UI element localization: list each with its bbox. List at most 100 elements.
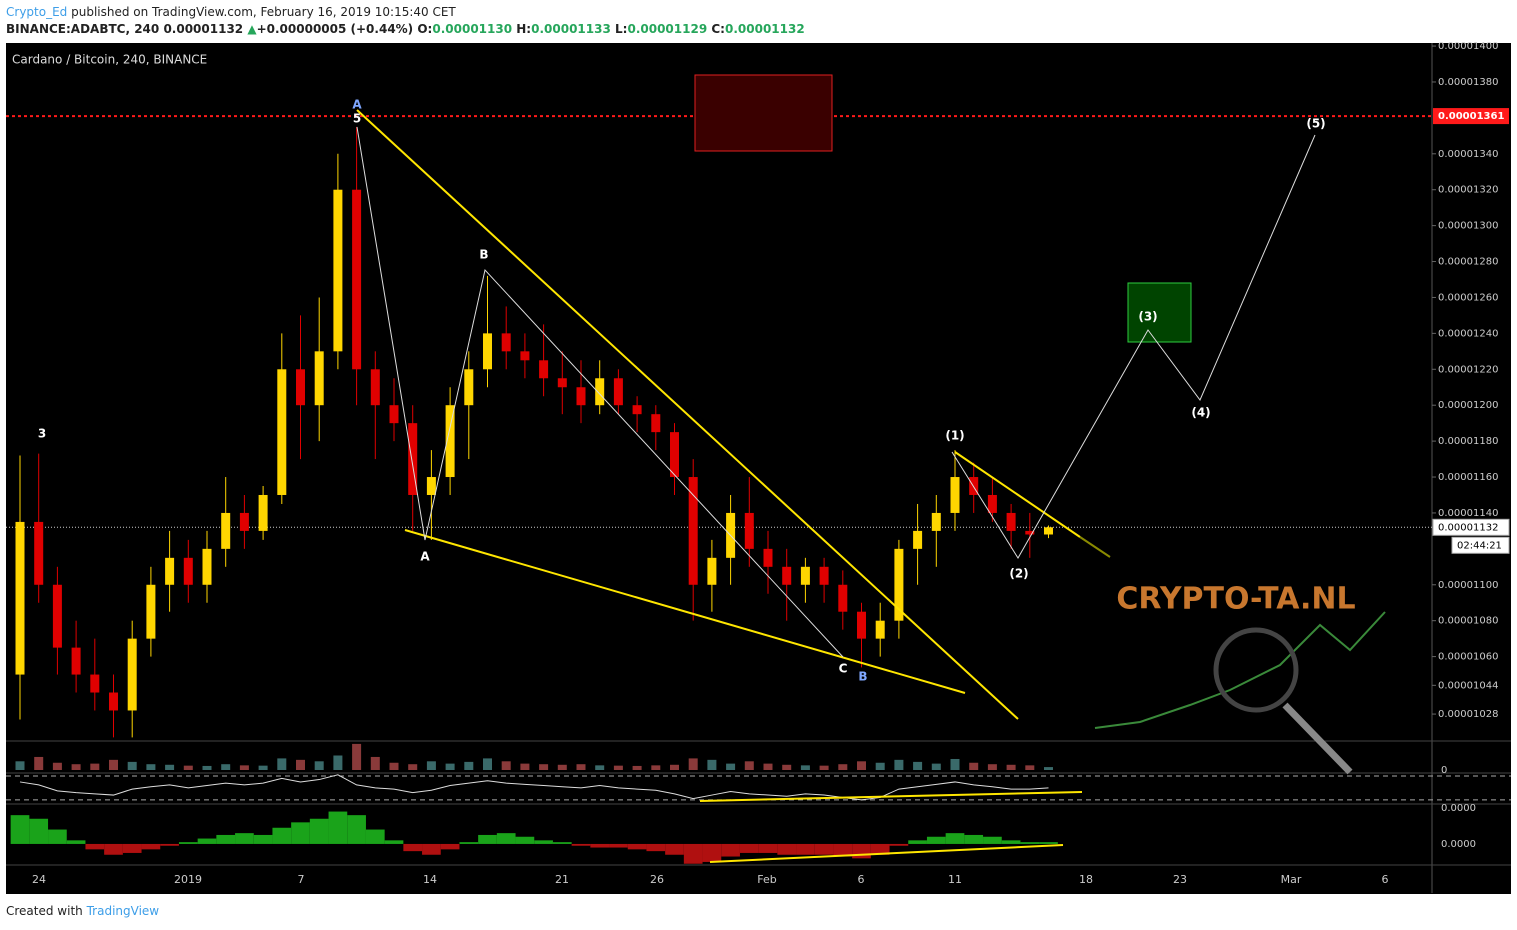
volume-bar xyxy=(90,763,100,770)
footer: Created with TradingView xyxy=(6,904,159,918)
x-tick-label: 24 xyxy=(32,873,46,886)
candle-body xyxy=(782,566,792,585)
trendline xyxy=(356,109,1019,720)
brand[interactable]: TradingView xyxy=(86,904,160,918)
candle-body xyxy=(277,369,287,495)
macd-bar xyxy=(122,843,142,853)
macd-bar xyxy=(1039,842,1058,844)
candle-body xyxy=(894,548,904,621)
macd-bar xyxy=(197,838,217,844)
macd-bar xyxy=(85,843,105,850)
candle-body xyxy=(146,584,156,639)
candle-body xyxy=(52,584,62,648)
candle-body xyxy=(875,620,885,639)
macd-bar xyxy=(739,843,759,853)
candle-body xyxy=(333,189,343,352)
macd-bar xyxy=(253,834,273,844)
countdown-tag xyxy=(1451,536,1510,554)
volume-bar xyxy=(239,765,249,770)
candle-body xyxy=(557,378,567,388)
wave-label: (3) xyxy=(1138,310,1157,324)
macd-bar xyxy=(983,836,1002,844)
volume-bar xyxy=(483,758,492,770)
wave-labels: 3 A 5 A B C B (1) (2) (3) (4) (5) xyxy=(38,98,1326,684)
volume-bar xyxy=(613,765,623,770)
l: 0.00001129 xyxy=(627,22,708,36)
volume-bar xyxy=(277,758,287,770)
macd-bar xyxy=(796,843,815,855)
volume-bar xyxy=(34,756,44,770)
c-label: C: xyxy=(711,22,725,36)
y-tick-label: 0.00001300 xyxy=(1438,221,1498,232)
volume-bar xyxy=(109,759,118,770)
target-box xyxy=(1127,282,1192,343)
macd-bar xyxy=(235,833,254,844)
macd-bar xyxy=(515,836,535,844)
macd-bar xyxy=(945,833,965,844)
volume-bar xyxy=(913,761,923,770)
candle-body xyxy=(670,432,679,478)
macd-bar xyxy=(178,842,198,844)
macd-bar xyxy=(908,840,927,844)
volume-bar xyxy=(389,762,399,770)
candle-body xyxy=(352,189,362,370)
created: Created with xyxy=(6,904,83,918)
h-label: H: xyxy=(516,22,532,36)
volume-bar xyxy=(127,761,137,770)
macd-bar xyxy=(384,840,404,844)
macd-bar xyxy=(459,842,479,844)
candle-body xyxy=(165,557,175,585)
author[interactable]: Crypto_Ed xyxy=(6,5,68,19)
o-label: O: xyxy=(417,22,433,36)
volume-bar xyxy=(183,765,193,770)
candle-body xyxy=(987,494,997,513)
volume-bar xyxy=(408,764,418,770)
candle-body xyxy=(109,692,118,711)
watermark: CRYPTO-TA.NL xyxy=(1116,582,1355,617)
y-tick-label: 0.00001220 xyxy=(1438,364,1498,375)
candle-body xyxy=(632,405,642,415)
price-tag-label: 0.00001361 xyxy=(1438,111,1504,122)
wave-label: B xyxy=(858,670,867,684)
candle-body xyxy=(595,378,605,406)
macd-bar xyxy=(216,834,236,844)
volume-bar xyxy=(857,761,866,770)
x-tick-label: 18 xyxy=(1079,873,1093,886)
quote-line: BINANCE:ADABTC, 240 0.00001132 ▲+0.00000… xyxy=(6,21,805,38)
y-tick-label: 0 xyxy=(1441,765,1447,776)
candle-body xyxy=(857,611,866,639)
volume-bar xyxy=(296,759,305,770)
macd-bar xyxy=(66,840,86,844)
macd-bar xyxy=(365,829,385,844)
macd-bar xyxy=(665,843,684,855)
trendline xyxy=(699,791,1083,802)
x-tick-label: Feb xyxy=(757,873,776,886)
wave-label: C xyxy=(839,662,848,676)
volume-bar xyxy=(875,762,885,770)
y-tick-label: 0.0000 xyxy=(1441,803,1476,814)
volume-bar xyxy=(987,764,997,770)
macd-bar xyxy=(683,843,703,864)
volume-bar xyxy=(445,763,455,770)
volume-bar xyxy=(314,761,324,770)
candle-body xyxy=(239,512,249,531)
y-tick-label: 0.00001160 xyxy=(1438,472,1498,483)
candle-body xyxy=(931,512,941,531)
macd-bar xyxy=(646,843,666,852)
macd-bar xyxy=(702,843,722,862)
macd-bar xyxy=(347,815,366,844)
c: 0.00001132 xyxy=(724,22,805,36)
macd-bar xyxy=(422,843,441,855)
candle-body xyxy=(688,477,698,585)
candle-body xyxy=(539,360,549,379)
y-tick-label: 0.00001140 xyxy=(1438,508,1498,519)
candle-body xyxy=(501,333,511,352)
candle-body xyxy=(913,530,923,549)
last: 0.00001132 xyxy=(163,22,244,36)
candle-body xyxy=(464,369,474,406)
volume-bar xyxy=(52,762,62,770)
volume-bar xyxy=(726,763,736,770)
candle-body xyxy=(71,647,81,675)
volume-bar xyxy=(894,759,904,770)
logo-lens xyxy=(1213,627,1299,713)
